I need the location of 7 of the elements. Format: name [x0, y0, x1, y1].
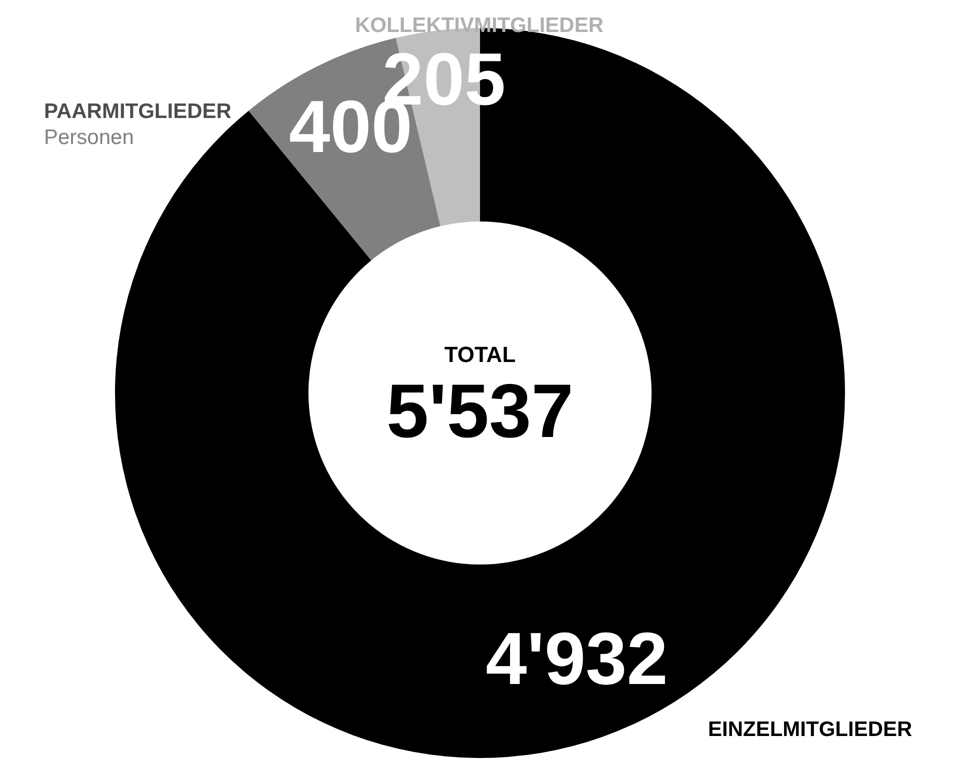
- slice-label: KOLLEKTIVMITGLIEDER: [355, 14, 604, 38]
- text: TOTAL: [443, 342, 517, 368]
- text: Personen: [44, 126, 134, 150]
- slice-label: EINZELMITGLIEDER: [708, 718, 912, 742]
- text: 5'537: [385, 368, 575, 455]
- data-label: 4'932: [486, 617, 668, 700]
- slice-label: PAARMITGLIEDER: [44, 100, 232, 124]
